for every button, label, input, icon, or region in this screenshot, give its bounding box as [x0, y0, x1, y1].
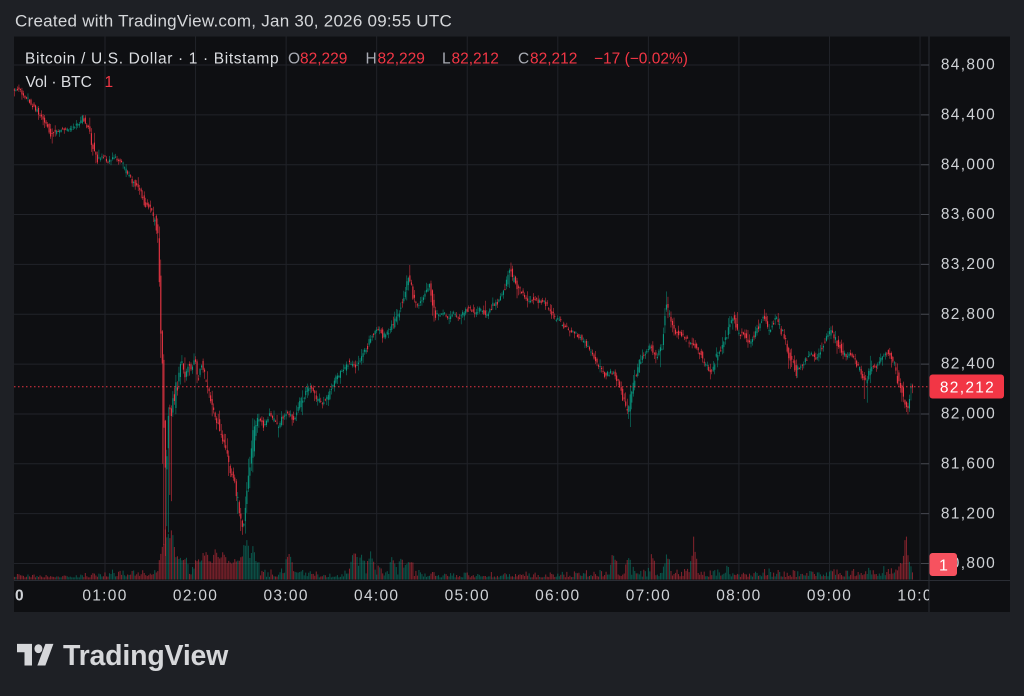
svg-text:82,000: 82,000 [941, 406, 996, 423]
svg-text:82,229: 82,229 [300, 51, 347, 68]
svg-text:82,800: 82,800 [941, 306, 996, 323]
svg-text:81,600: 81,600 [941, 455, 996, 472]
svg-text:82,400: 82,400 [941, 356, 996, 373]
svg-text:1: 1 [105, 74, 114, 91]
svg-text:H: H [366, 51, 377, 68]
svg-text:08:00: 08:00 [716, 588, 761, 605]
svg-text:84,000: 84,000 [941, 156, 996, 173]
svg-text:02:00: 02:00 [173, 588, 218, 605]
svg-text:Vol · BTC: Vol · BTC [26, 74, 92, 91]
svg-text:30: 30 [5, 588, 25, 605]
svg-text:82,212: 82,212 [940, 379, 995, 396]
svg-text:10:00: 10:00 [897, 588, 942, 605]
svg-text:81,200: 81,200 [941, 505, 996, 522]
svg-text:82,229: 82,229 [378, 51, 425, 68]
svg-text:05:00: 05:00 [445, 588, 490, 605]
svg-text:09:00: 09:00 [807, 588, 852, 605]
svg-text:07:00: 07:00 [626, 588, 671, 605]
svg-text:06:00: 06:00 [535, 588, 580, 605]
svg-text:C: C [518, 51, 529, 68]
svg-text:83,200: 83,200 [941, 256, 996, 273]
svg-text:O: O [288, 51, 300, 68]
svg-text:L: L [442, 51, 451, 68]
svg-text:−17 (−0.02%): −17 (−0.02%) [594, 51, 688, 68]
svg-text:83,600: 83,600 [941, 206, 996, 223]
svg-text:82,212: 82,212 [452, 51, 499, 68]
svg-text:Created with TradingView.com,: Created with TradingView.com, Jan 30, 20… [15, 12, 452, 31]
svg-text:01:00: 01:00 [82, 588, 127, 605]
svg-text:1: 1 [939, 558, 948, 575]
svg-text:82,212: 82,212 [530, 51, 577, 68]
svg-text:TradingView: TradingView [63, 640, 229, 672]
svg-text:Bitcoin / U.S. Dollar · 1 · Bi: Bitcoin / U.S. Dollar · 1 · Bitstamp [25, 51, 279, 68]
svg-text:84,800: 84,800 [941, 57, 996, 74]
svg-text:04:00: 04:00 [354, 588, 399, 605]
svg-text:84,400: 84,400 [941, 106, 996, 123]
svg-text:03:00: 03:00 [263, 588, 308, 605]
